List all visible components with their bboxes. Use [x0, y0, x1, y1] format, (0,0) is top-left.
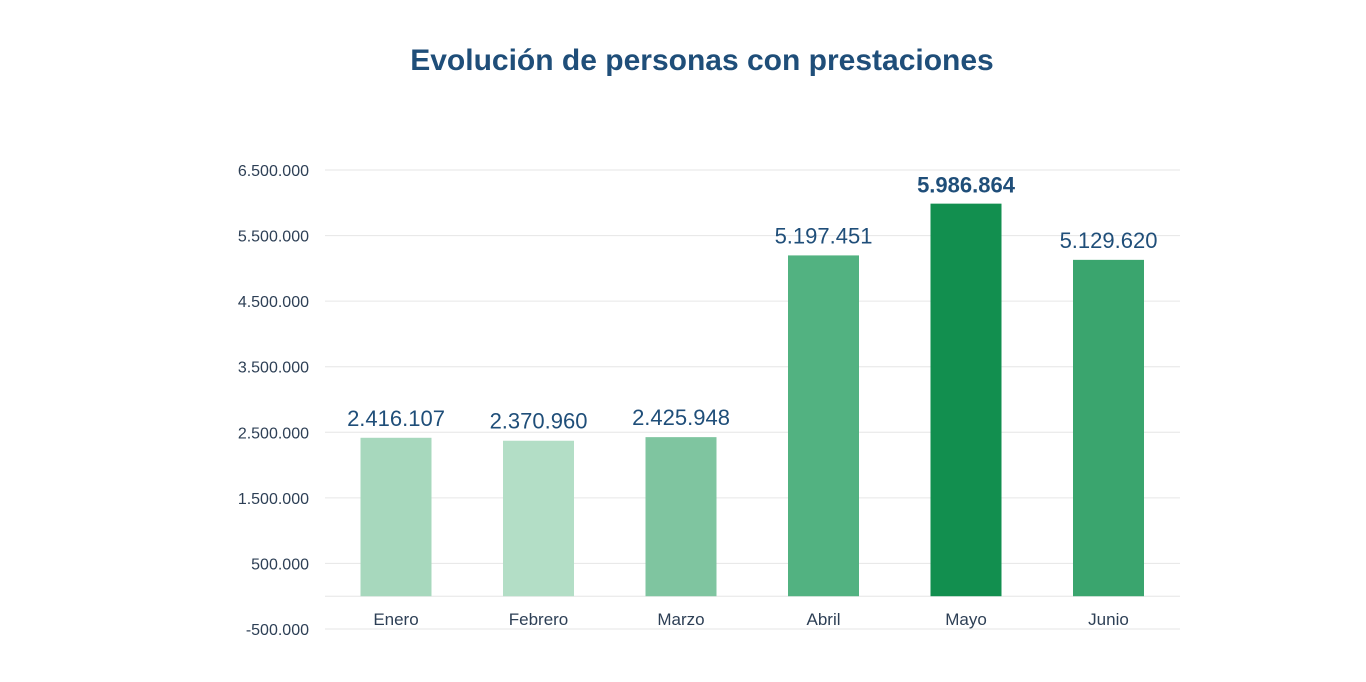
data-label-abril: 5.197.451	[775, 223, 873, 248]
data-labels: 2.416.107 2.370.960 2.425.948 5.197.451 5.98…	[347, 173, 1157, 434]
y-tick-label: 1.500.000	[238, 491, 309, 508]
y-tick-label: 6.500.000	[238, 163, 309, 180]
x-tick-label: Abril	[806, 610, 840, 629]
y-tick-label: -500.000	[246, 622, 309, 639]
bar-enero	[360, 437, 432, 597]
y-tick-label: 3.500.000	[238, 360, 309, 377]
data-label-febrero: 2.370.960	[490, 409, 588, 434]
bar-marzo	[645, 437, 717, 597]
data-label-junio: 5.129.620	[1060, 228, 1158, 253]
bars	[360, 203, 1144, 597]
y-tick-label: 4.500.000	[238, 294, 309, 311]
y-tick-label: 2.500.000	[238, 425, 309, 442]
y-axis: 6.500.000 5.500.000 4.500.000 3.500.000 2.50…	[238, 163, 309, 639]
x-axis: Enero Febrero Marzo Abril Mayo Junio	[373, 610, 1129, 629]
data-label-enero: 2.416.107	[347, 406, 445, 431]
bar-abril	[788, 255, 859, 597]
x-tick-label: Febrero	[509, 610, 569, 629]
bar-junio	[1073, 259, 1144, 597]
x-tick-label: Marzo	[657, 610, 704, 629]
data-label-marzo: 2.425.948	[632, 405, 730, 430]
x-tick-label: Mayo	[945, 610, 987, 629]
x-tick-label: Junio	[1088, 610, 1129, 629]
bar-febrero	[503, 440, 574, 597]
chart-title: Evolución de personas con prestaciones	[410, 44, 994, 77]
gridlines	[325, 169, 1180, 630]
y-tick-label: 500.000	[251, 556, 309, 573]
bar-mayo	[930, 203, 1002, 597]
x-tick-label: Enero	[373, 610, 418, 629]
y-tick-label: 5.500.000	[238, 229, 309, 246]
data-label-mayo: 5.986.864	[917, 173, 1016, 198]
